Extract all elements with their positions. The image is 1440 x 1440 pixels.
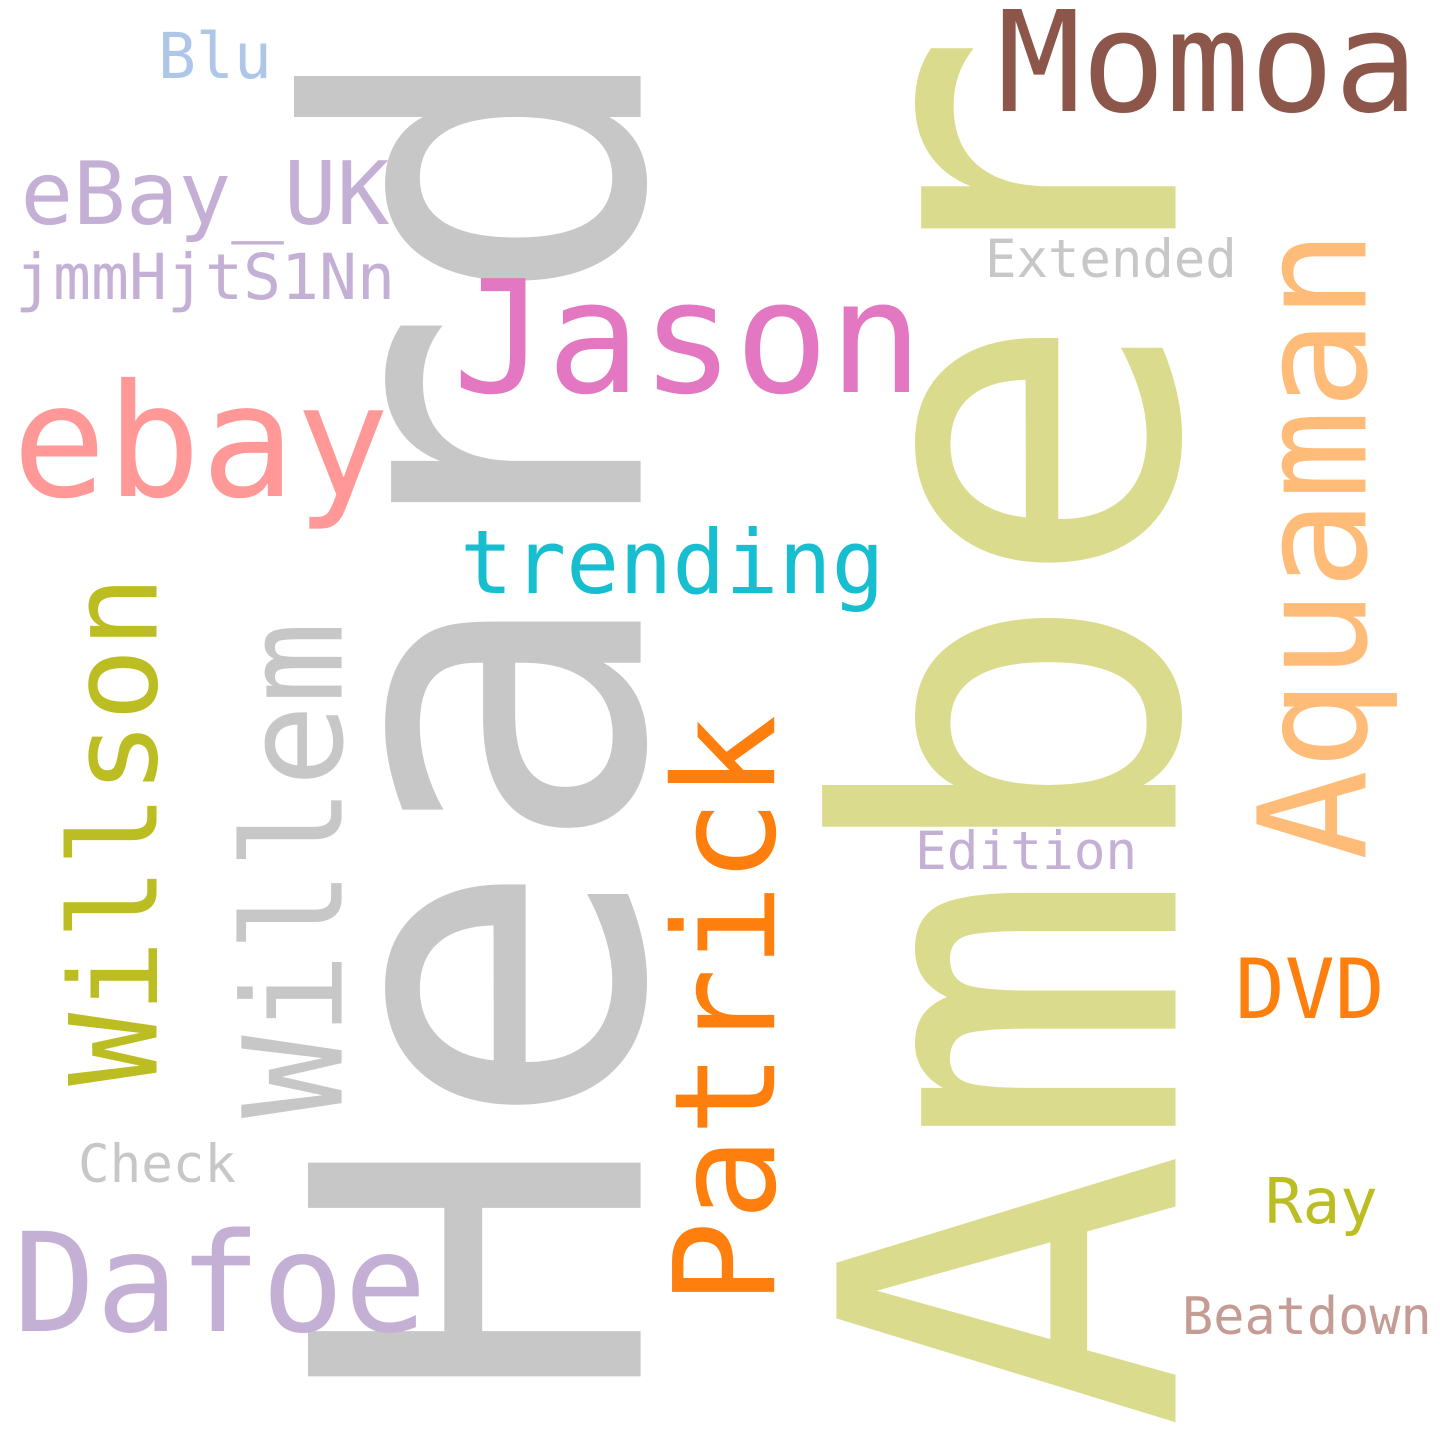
word-extended: Extended — [985, 229, 1237, 290]
word-trending: trending — [460, 510, 885, 614]
word-dvd: DVD — [1235, 940, 1385, 1038]
word-check: Check — [78, 1134, 236, 1195]
word-ebay: ebay — [12, 350, 390, 533]
word-jmmhjts1nn: jmmHjtS1Nn — [15, 240, 395, 314]
word-beatdown: Beatdown — [1182, 1286, 1432, 1347]
word-aquaman: Aquaman — [1226, 229, 1401, 861]
word-momoa: Momoa — [997, 0, 1419, 145]
word-dafoe: Dafoe — [13, 1204, 427, 1364]
word-blu: Blu — [158, 19, 272, 93]
word-willem: Willem — [214, 621, 375, 1119]
word-ebay-uk: eBay_UK — [20, 143, 390, 245]
word-edition: Edition — [915, 821, 1138, 882]
word-patrick: Patrick — [645, 714, 809, 1306]
word-willson: Willson — [44, 574, 186, 1086]
word-ray: Ray — [1265, 1165, 1378, 1238]
word-jason: Jason — [452, 246, 923, 429]
